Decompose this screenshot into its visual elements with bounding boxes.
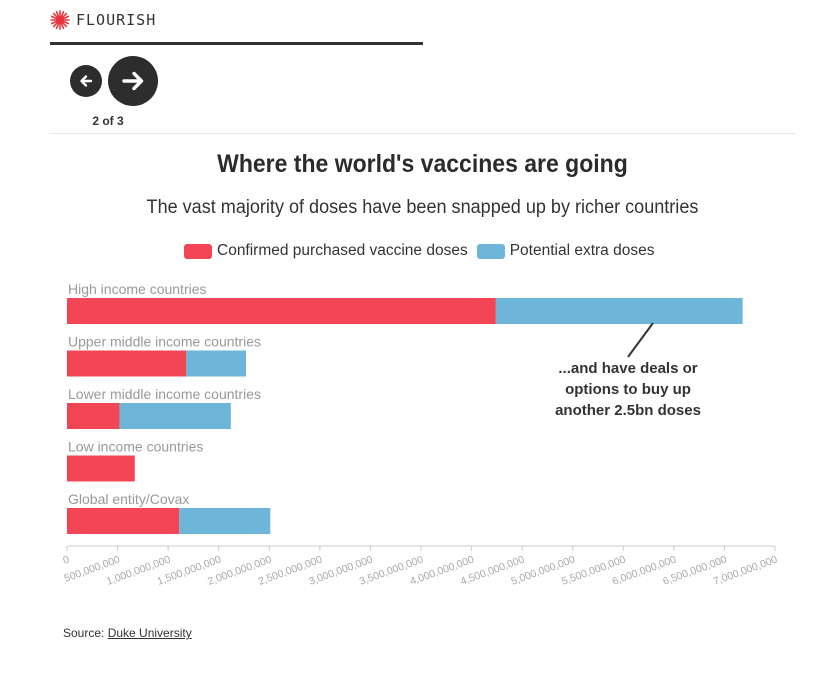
category-label-high-income-countries: High income countries xyxy=(68,281,207,297)
category-label-upper-middle-income-countries: Upper middle income countries xyxy=(68,334,261,350)
x-tick-label: 0 xyxy=(61,553,71,566)
header-divider xyxy=(50,42,423,45)
annotation-line: ...and have deals or xyxy=(558,360,697,377)
bar-confirmed-purchased-vaccine-doses-lower-middle-income-countries xyxy=(67,403,120,429)
legend-item-potential[interactable]: Potential extra doses xyxy=(476,242,655,260)
legend-swatch-confirmed xyxy=(184,243,212,259)
annotation-text: ...and have deals or options to buy up ano… xyxy=(555,360,701,419)
source-link[interactable]: Duke University xyxy=(107,626,192,640)
source-prefix: Source: xyxy=(63,626,105,640)
bar-potential-extra-doses-high-income-countries xyxy=(495,298,743,324)
legend-item-confirmed[interactable]: Confirmed purchased vaccine doses xyxy=(184,242,468,260)
bar-confirmed-purchased-vaccine-doses-upper-middle-income-countries xyxy=(67,350,187,377)
flourish-logo[interactable]: FLOURISH xyxy=(50,10,156,30)
chart-legend: Confirmed purchased vaccine doses Potent… xyxy=(184,242,663,260)
legend-label-potential: Potential extra doses xyxy=(509,242,655,259)
legend-label-confirmed: Confirmed purchased vaccine doses xyxy=(217,242,468,259)
category-label-lower-middle-income-countries: Lower middle income countries xyxy=(68,386,261,402)
annotation-line: another 2.5bn doses xyxy=(555,402,701,419)
category-label-global-entity-covax: Global entity/Covax xyxy=(68,491,189,507)
chart-subtitle: The vast majority of doses have been sna… xyxy=(146,197,699,218)
bar-confirmed-purchased-vaccine-doses-global-entity-covax xyxy=(67,508,180,534)
legend-swatch-potential xyxy=(476,243,505,259)
arrow-left-icon xyxy=(80,75,93,87)
bar-confirmed-purchased-vaccine-doses-low-income-countries xyxy=(67,455,135,482)
flourish-burst-icon xyxy=(50,10,70,30)
annotation-line: options to buy up xyxy=(565,381,691,398)
bar-potential-extra-doses-upper-middle-income-countries xyxy=(186,350,247,377)
annotation-pointer-line xyxy=(627,322,654,358)
bar-potential-extra-doses-global-entity-covax xyxy=(179,508,271,534)
next-slide-button[interactable] xyxy=(108,56,158,106)
source-note: Source: Duke University xyxy=(63,626,192,640)
bar-confirmed-purchased-vaccine-doses-high-income-countries xyxy=(67,298,496,324)
chart-title: Where the world's vaccines are going xyxy=(217,150,628,178)
slide-counter: 2 of 3 xyxy=(92,114,124,128)
bar-potential-extra-doses-lower-middle-income-countries xyxy=(119,403,231,429)
section-divider xyxy=(50,133,795,134)
previous-slide-button[interactable] xyxy=(70,65,102,97)
arrow-right-icon xyxy=(122,71,144,91)
category-label-low-income-countries: Low income countries xyxy=(68,439,203,455)
brand-name: FLOURISH xyxy=(76,11,157,29)
